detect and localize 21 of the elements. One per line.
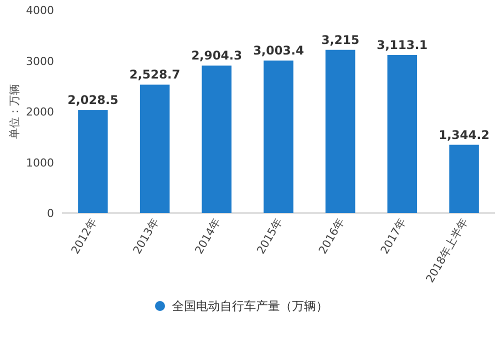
data-label: 2,528.7 (129, 68, 180, 82)
y-tick-label: 3000 (26, 54, 54, 68)
bar (387, 55, 418, 213)
data-label: 3,215 (321, 32, 360, 47)
y-tick-label: 0 (47, 207, 54, 220)
data-label: 3,113.1 (376, 38, 428, 52)
bar (202, 66, 232, 213)
bar (326, 50, 356, 213)
data-label: 1,344.2 (438, 128, 490, 142)
data-label: 2,028.5 (67, 93, 118, 108)
data-label: 2,904.3 (191, 48, 242, 63)
y-tick-label: 4000 (26, 4, 54, 17)
bar (449, 144, 479, 213)
bar (78, 110, 108, 213)
legend-label: 全国电动自行车产量（万辆） (172, 299, 328, 313)
y-tick-label: 1000 (26, 156, 54, 170)
y-tick-label: 2000 (26, 106, 54, 118)
bar (264, 60, 294, 213)
y-axis-title: 单位：万辆 (8, 84, 21, 139)
bar (140, 84, 170, 213)
data-label: 3,003.4 (253, 44, 304, 58)
